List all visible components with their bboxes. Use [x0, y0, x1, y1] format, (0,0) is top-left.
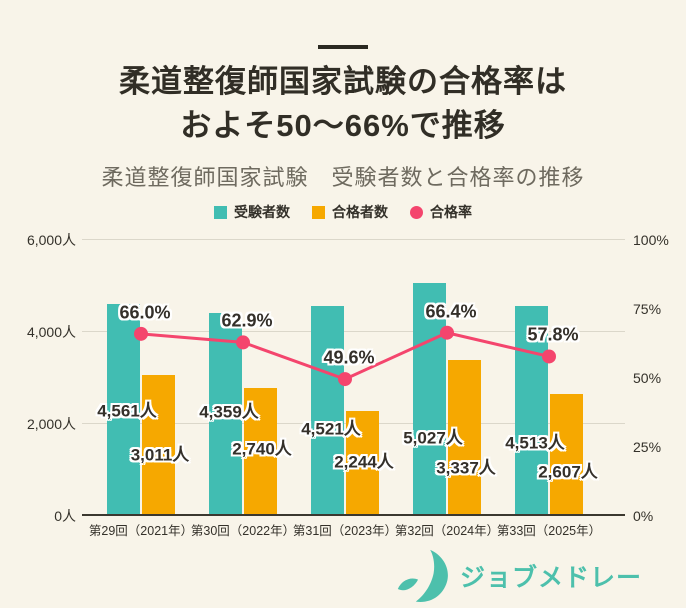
left-axis-tick-label: 2,000人 — [26, 416, 76, 432]
examinees-value-label: 5,027人 — [403, 428, 463, 448]
jobmedley-logo: ジョブメドレー — [396, 548, 642, 604]
legend-label-passers: 合格者数 — [332, 204, 388, 220]
pass-rate-label: 66.0% — [119, 302, 171, 323]
pass-rate-label: 62.9% — [221, 310, 273, 331]
right-axis-tick-label: 0% — [633, 508, 654, 524]
examinees-bar — [515, 306, 548, 514]
chart-legend: 受験者数 合格者数 合格率 — [0, 202, 686, 222]
examinees-value-label: 4,359人 — [199, 402, 259, 422]
left-axis-tick-label: 0人 — [54, 508, 76, 524]
chart-gridline — [82, 239, 625, 240]
legend-label-examinees: 受験者数 — [234, 204, 290, 220]
legend-label-passrate: 合格率 — [430, 204, 472, 220]
pass-rate-marker-icon — [338, 372, 352, 387]
examinees-bar — [413, 282, 446, 514]
examinees-swatch-icon — [214, 205, 227, 219]
page-title-line2: およそ50～66%で推移 — [180, 108, 506, 143]
examinees-bar — [107, 304, 140, 514]
passers-bar — [448, 360, 481, 514]
pass-rate-marker-icon — [236, 335, 250, 350]
pass-rate-label: 49.6% — [323, 347, 375, 368]
category-label: 第30回（2022年） — [190, 524, 296, 538]
category-label: 第33回（2025年） — [496, 524, 602, 538]
passers-value-label: 2,607人 — [538, 462, 598, 482]
passers-bar — [142, 375, 175, 514]
passers-bar — [550, 394, 583, 514]
jobmedley-logo-icon — [397, 549, 448, 603]
left-axis-tick-label: 6,000人 — [26, 232, 76, 248]
chart-gridline — [82, 331, 625, 332]
passers-value-label: 2,740人 — [232, 439, 292, 459]
chart-subtitle: 柔道整復師国家試験 受験者数と合格率の推移 — [101, 165, 585, 190]
passers-bar — [244, 387, 277, 514]
category-label: 第29回（2021年） — [88, 524, 194, 538]
passers-value-label: 3,337人 — [436, 458, 496, 478]
passers-bar — [346, 410, 379, 514]
examinees-bar — [209, 313, 242, 514]
pass-rate-marker-icon — [542, 349, 556, 364]
passers-swatch-icon — [312, 205, 325, 219]
examinees-value-label: 4,521人 — [301, 419, 361, 439]
logo-crescent-shape — [415, 549, 448, 603]
logo-leaf-shape — [397, 578, 419, 591]
passers-value-label: 2,244人 — [334, 452, 394, 472]
right-axis-tick-label: 25% — [633, 439, 662, 455]
pass-rate-marker-icon — [134, 326, 148, 341]
legend-item-passers: 合格者数 — [312, 202, 388, 222]
passrate-dot-icon — [410, 205, 423, 219]
examinees-bar — [311, 306, 344, 514]
category-label: 第31回（2023年） — [292, 524, 398, 538]
right-axis-tick-label: 100% — [633, 232, 669, 248]
passers-value-label: 3,011人 — [130, 445, 190, 465]
right-axis-tick-label: 50% — [633, 370, 662, 386]
header-dash-divider — [318, 45, 368, 49]
right-axis-tick-label: 75% — [633, 301, 662, 317]
left-axis-tick-label: 4,000人 — [26, 324, 76, 340]
pass-rate-marker-icon — [440, 325, 454, 340]
legend-item-examinees: 受験者数 — [214, 202, 290, 222]
category-label: 第32回（2024年） — [394, 524, 500, 538]
legend-item-passrate: 合格率 — [410, 202, 472, 222]
pass-rate-label: 57.8% — [527, 324, 579, 345]
page-title: 柔道整復師国家試験の合格率は およそ50～66%で推移 — [0, 60, 686, 148]
pass-rate-label: 66.4% — [425, 301, 477, 322]
x-axis-line — [82, 514, 625, 516]
page-title-line1: 柔道整復師国家試験の合格率は — [119, 64, 567, 99]
examinees-value-label: 4,513人 — [505, 433, 565, 453]
jobmedley-logo-text: ジョブメドレー — [459, 564, 642, 592]
examinees-value-label: 4,561人 — [97, 401, 157, 421]
